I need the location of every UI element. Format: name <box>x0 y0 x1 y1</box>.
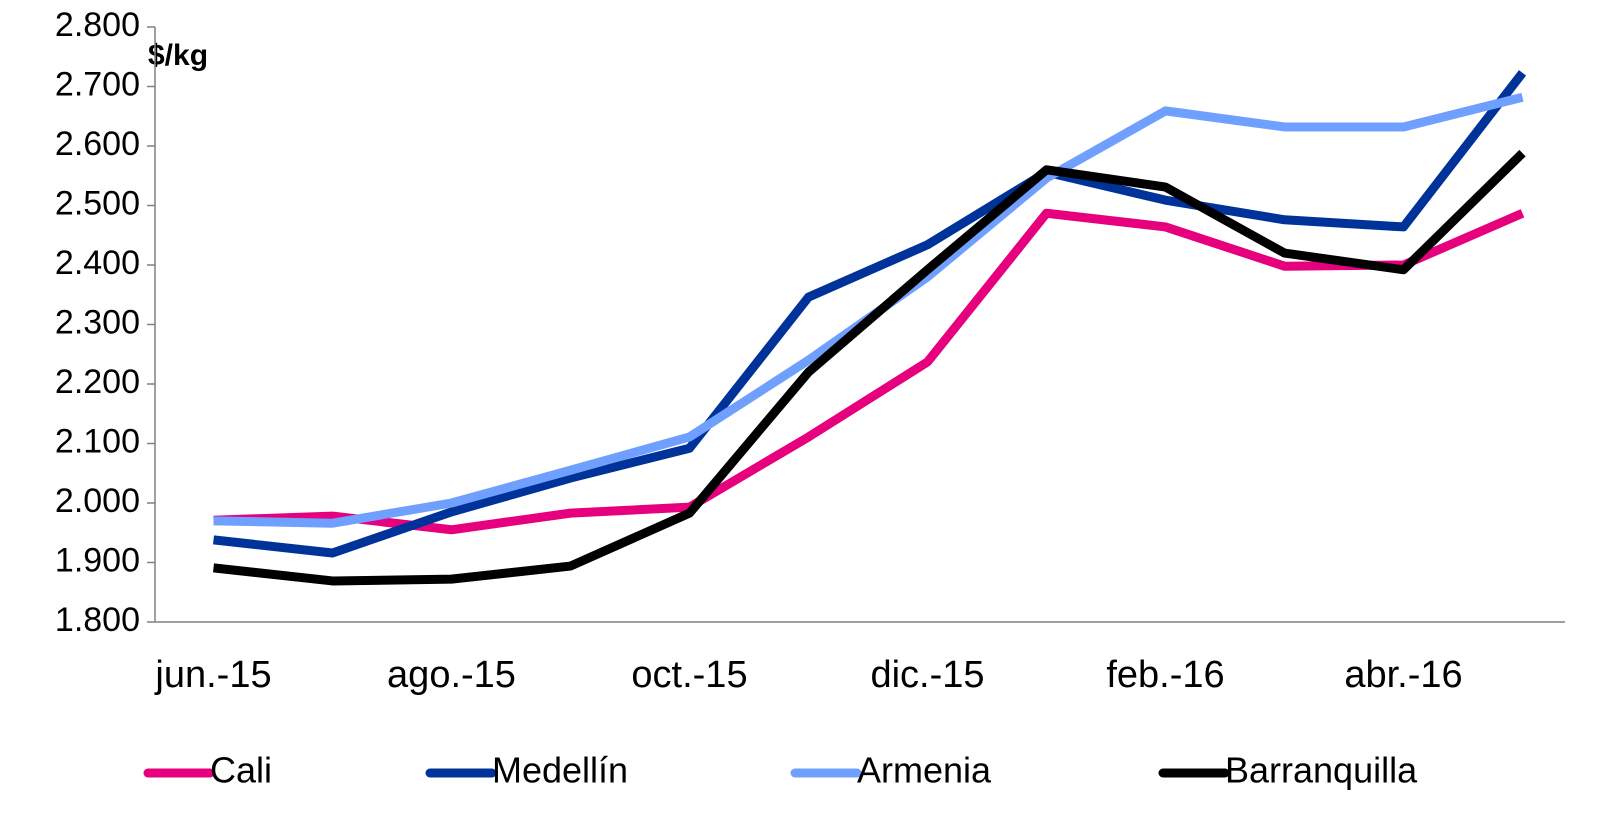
legend-label: Armenia <box>857 750 992 791</box>
series-line <box>213 149 1526 586</box>
y-tick-label: 1.900 <box>55 541 140 579</box>
x-tick-label: dic.-15 <box>870 654 984 696</box>
y-tick-label: 2.300 <box>55 303 140 341</box>
y-tick-label: 2.000 <box>55 482 140 520</box>
y-tick-label: 1.800 <box>55 601 140 639</box>
y-axis-label: $/kg <box>148 39 208 72</box>
series-line <box>213 70 1527 558</box>
series-line <box>213 92 1524 528</box>
x-tick-label: feb.-16 <box>1106 654 1224 696</box>
y-tick-label: 2.200 <box>55 363 140 401</box>
y-tick-label: 2.400 <box>55 244 140 282</box>
x-tick-label: abr.-16 <box>1344 654 1462 696</box>
y-tick-label: 2.600 <box>55 125 140 163</box>
legend-label: Barranquilla <box>1225 750 1418 791</box>
y-tick-label: 2.800 <box>55 6 140 44</box>
x-tick-label: jun.-15 <box>154 654 271 696</box>
x-tick-label: oct.-15 <box>631 654 747 696</box>
legend-label: Cali <box>210 750 272 791</box>
y-tick-label: 2.100 <box>55 422 140 460</box>
legend-label: Medellín <box>492 750 628 791</box>
y-tick-label: 2.500 <box>55 184 140 222</box>
series-line <box>213 208 1525 535</box>
x-tick-label: ago.-15 <box>387 654 516 696</box>
y-tick-label: 2.700 <box>55 65 140 103</box>
